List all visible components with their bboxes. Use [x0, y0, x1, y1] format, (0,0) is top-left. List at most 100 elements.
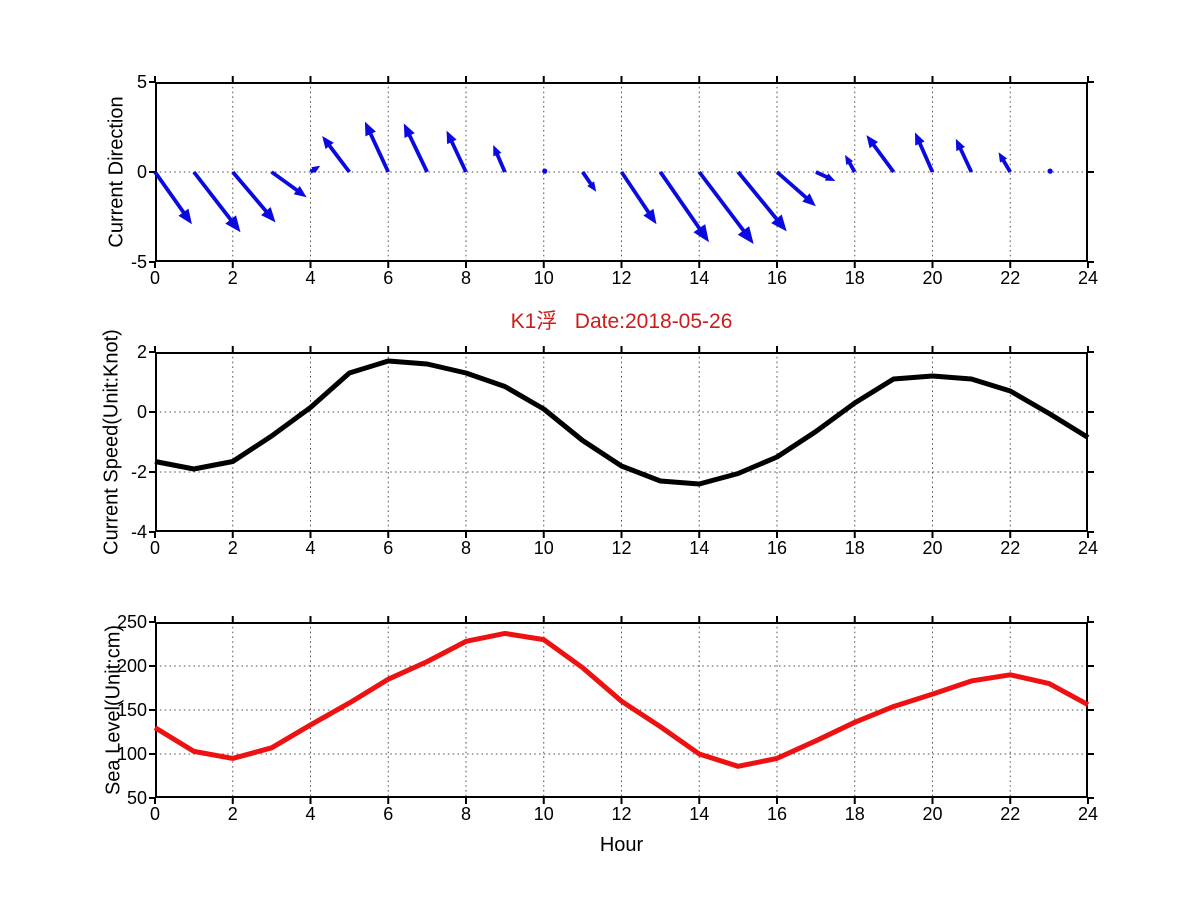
quiver-arrowhead [261, 206, 276, 223]
x-tick-label: 16 [766, 538, 788, 558]
data-layer [153, 630, 1090, 769]
x-tick-label: 6 [383, 804, 394, 824]
y-tick-label: 100 [116, 744, 147, 764]
quiver-arrowhead [771, 214, 787, 232]
x-tick-label: 12 [611, 538, 632, 558]
x-tick-label: 8 [460, 538, 472, 558]
quiver-arrowhead [845, 154, 854, 165]
quiver-shaft [153, 170, 190, 220]
x-tick-label: 14 [689, 804, 710, 824]
y-tick-label: -2 [130, 462, 147, 482]
x-tick-label: 0 [149, 538, 161, 558]
x-tick-label: 14 [689, 538, 710, 558]
x-tick-labels-bottom: 0 2 4 6 8 10 12 14 16 18 20 22 24 [150, 804, 1098, 826]
x-tick-label: 10 [533, 538, 554, 558]
x-tick-label: 24 [1077, 538, 1099, 558]
x-tick-label: 10 [533, 804, 554, 824]
tick-marks [149, 76, 1094, 268]
x-tick-label: 10 [533, 268, 554, 288]
x-tick-label: 6 [383, 538, 394, 558]
x-tick-label: 22 [1000, 538, 1021, 558]
quiver-shaft [775, 170, 813, 204]
y-tick-label: 2 [136, 342, 147, 362]
x-tick-label: 18 [844, 538, 865, 558]
quiver-arrowhead [587, 181, 597, 192]
chart-title: K1浮 Date:2018-05-26 [510, 310, 733, 333]
quiver-arrowhead [225, 215, 241, 233]
axes-box [155, 622, 1088, 798]
x-tick-label: 22 [1000, 804, 1021, 824]
y-tick-label: 50 [126, 788, 147, 808]
x-tick-label: 24 [1077, 268, 1099, 288]
data-layer [154, 358, 1090, 487]
line-plot-current-speed [149, 346, 1094, 538]
y-tick-label: 5 [136, 72, 147, 92]
x-tick-label: 12 [611, 268, 632, 288]
quiver-shaft [697, 170, 751, 239]
quiver-shaft [658, 170, 706, 237]
y-tick-labels-middle: 2 0 -2 -4 [58, 342, 147, 542]
quiver-shaft [868, 139, 896, 174]
quiver-arrowhead [293, 185, 307, 198]
y-tick-label: 250 [116, 612, 147, 632]
gridlines [155, 352, 1088, 532]
quiver-shaft [736, 170, 784, 227]
x-tick-label: 12 [611, 804, 632, 824]
x-tick-labels-middle: 0 2 4 6 8 10 12 14 16 18 20 22 24 [150, 538, 1098, 560]
x-tick-label: 16 [766, 804, 788, 824]
quiver-shaft [447, 135, 468, 173]
y-tick-label: -4 [130, 522, 147, 542]
tick-marks [149, 346, 1094, 538]
x-tick-label: 20 [922, 268, 943, 288]
quiver-arrowhead [493, 145, 502, 157]
tick-marks [149, 616, 1094, 804]
y-tick-labels-bottom: 250 200 150 100 50 [58, 612, 147, 808]
x-tick-label: 8 [460, 268, 472, 288]
quiver-dot [542, 168, 548, 174]
y-tick-label: 150 [116, 700, 147, 720]
quiver-plot-current-direction [149, 76, 1094, 268]
sea-level-curve [153, 630, 1090, 769]
axes-box [155, 352, 1088, 532]
quiver-arrowhead [955, 138, 965, 152]
quiver-arrowhead [737, 226, 754, 244]
x-tick-label: 4 [305, 804, 316, 824]
y-tick-labels-top: 5 0 -5 [58, 72, 147, 272]
x-tick-label: 8 [460, 804, 472, 824]
quiver-shaft [366, 127, 390, 173]
quiver-dot [1047, 168, 1053, 174]
x-tick-label: 16 [766, 268, 788, 288]
x-tick-label: 18 [844, 268, 865, 288]
quiver-arrowhead [693, 224, 709, 243]
x-tick-label: 20 [922, 804, 943, 824]
quiver-arrowhead [178, 208, 192, 225]
y-tick-label: 0 [136, 402, 147, 422]
quiver-arrowhead [403, 123, 415, 138]
quiver-arrowhead [322, 136, 334, 150]
quiver-arrowhead [446, 130, 457, 145]
current-speed-curve [154, 358, 1090, 487]
quiver-arrowhead [998, 152, 1008, 163]
quiver-shaft [192, 170, 238, 228]
x-tick-label: 14 [689, 268, 710, 288]
quiver-arrowhead [364, 121, 376, 137]
line-plot-sea-level [149, 616, 1094, 804]
x-tick-label: 4 [305, 538, 316, 558]
gridlines [155, 622, 1088, 798]
x-tick-label: 22 [1000, 268, 1021, 288]
x-tick-label: 2 [227, 804, 238, 824]
quiver-arrowhead [824, 173, 836, 181]
quiver-shaft [405, 128, 429, 173]
y-tick-label: -5 [130, 252, 147, 272]
quiver-shaft [270, 170, 303, 196]
x-tick-label: 4 [305, 268, 316, 288]
x-tick-label: 24 [1077, 804, 1099, 824]
x-tick-labels-top: 0 2 4 6 8 10 12 14 16 18 20 22 24 [150, 268, 1098, 290]
x-tick-label: 0 [149, 804, 161, 824]
x-tick-label: 0 [149, 268, 161, 288]
quiver-shaft [231, 170, 273, 218]
quiver-arrowhead [311, 165, 321, 174]
x-axis-label-hour: Hour [599, 834, 644, 856]
x-tick-label: 2 [227, 538, 238, 558]
y-tick-label: 200 [116, 656, 147, 676]
